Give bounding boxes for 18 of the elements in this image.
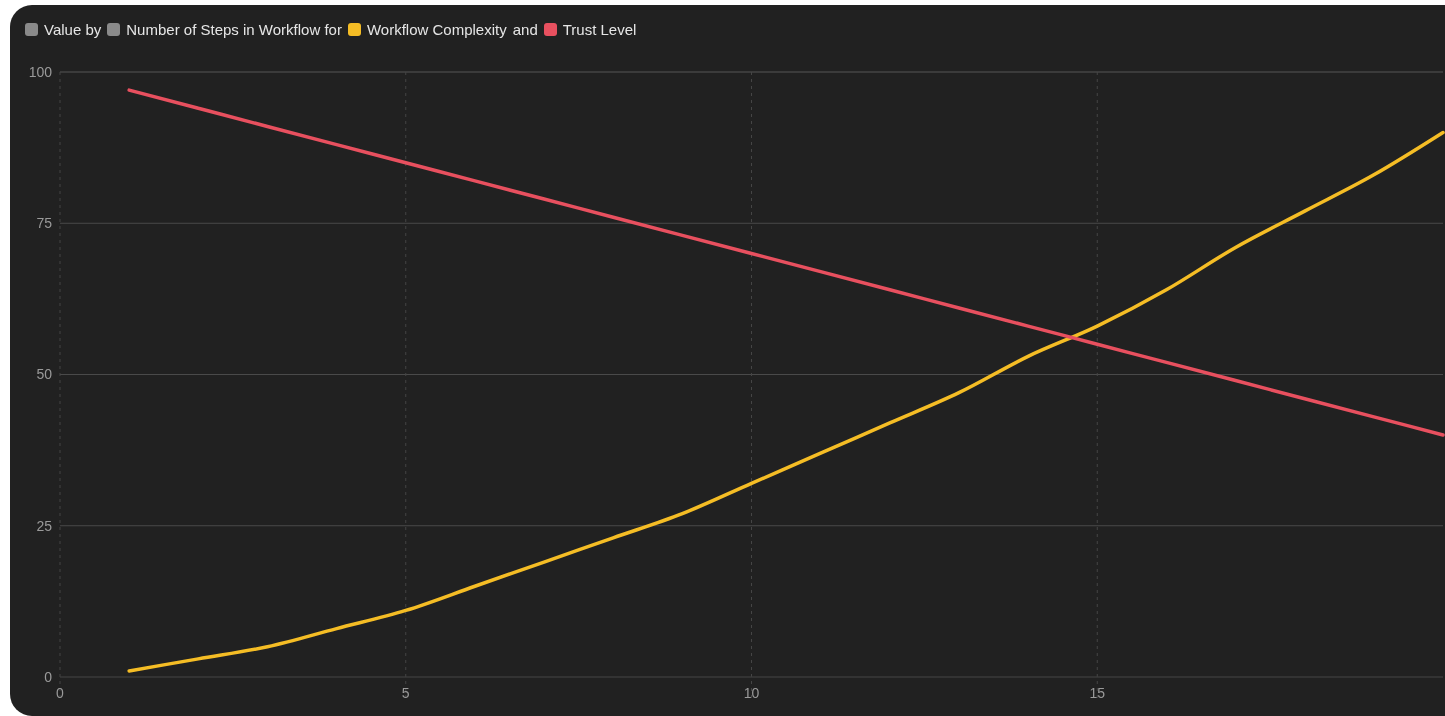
text: by [85,21,102,38]
y-tick-label: 75 [36,215,53,232]
text: for [324,21,342,38]
y-tick-label: 50 [36,366,53,383]
x-tick-label: 10 [743,685,760,701]
text: and [512,21,538,38]
y-tick-label: 100 [28,63,53,80]
line-series [127,88,1445,437]
x-tick-label: 0 [56,685,65,701]
y-tick-label: 0 [44,668,53,685]
line-series [127,130,1445,673]
y-axis-title: Value [44,21,83,38]
x-tick-label: 5 [401,685,410,701]
y-tick-label: 25 [36,517,53,534]
legend-label: Workflow Complexity [366,21,507,38]
x-axis-title: Number of Steps in Workflow [126,21,322,38]
legend-label: Trust Level [562,21,637,38]
x-tick-label: 15 [1089,685,1106,701]
